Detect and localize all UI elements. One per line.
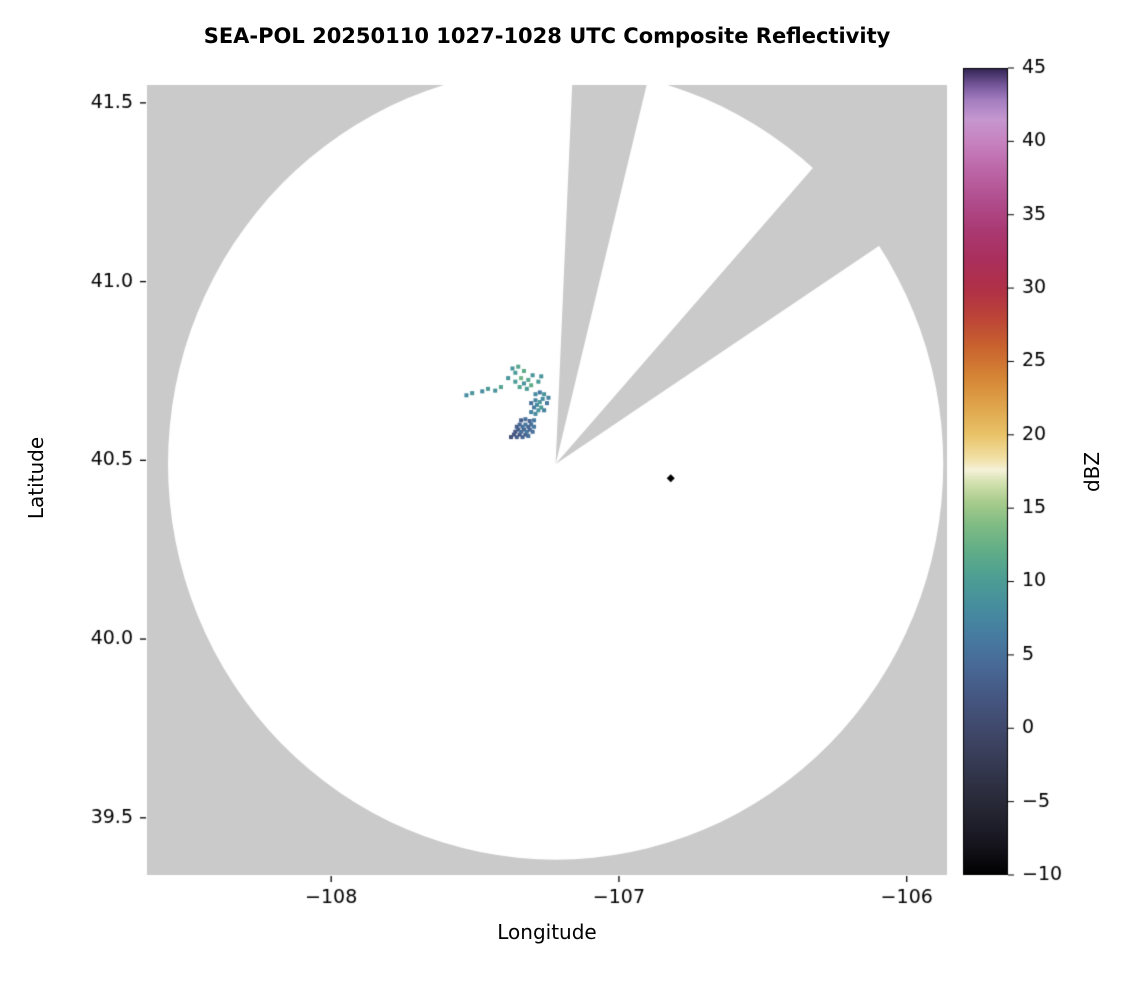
x-axis-label: Longitude — [497, 920, 597, 944]
y-axis-label: Latitude — [24, 436, 48, 520]
chart-title: SEA-POL 20250110 1027-1028 UTC Composite… — [203, 24, 891, 48]
colorbar-label: dBZ — [1080, 451, 1104, 493]
